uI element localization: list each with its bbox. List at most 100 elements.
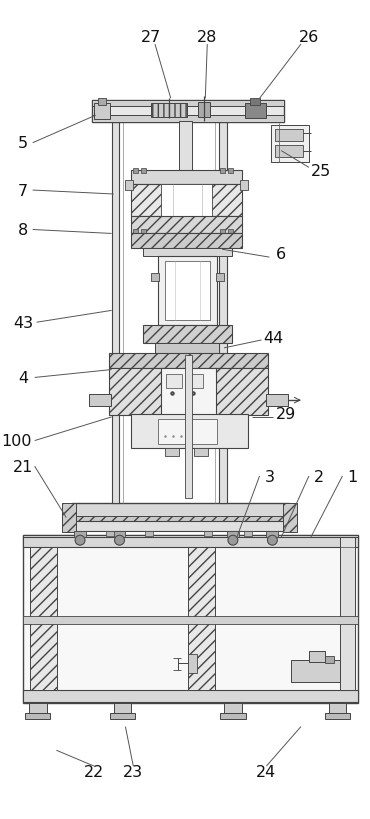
Bar — [133, 170, 138, 174]
Bar — [228, 229, 233, 234]
Bar — [291, 661, 340, 682]
Bar — [62, 503, 76, 532]
Bar — [112, 109, 120, 503]
Bar — [324, 713, 350, 719]
Bar — [161, 368, 216, 415]
Bar — [179, 122, 192, 171]
Bar — [74, 532, 86, 537]
Text: 1: 1 — [347, 469, 357, 484]
Bar — [151, 104, 186, 118]
Bar — [219, 109, 227, 503]
Text: 3: 3 — [265, 469, 275, 484]
Bar — [110, 713, 135, 719]
Bar — [125, 181, 133, 191]
Text: 28: 28 — [197, 29, 218, 45]
Bar — [25, 713, 50, 719]
Bar — [228, 170, 233, 174]
Text: 25: 25 — [310, 164, 331, 179]
Bar — [92, 102, 284, 107]
Text: 4: 4 — [18, 370, 28, 386]
Bar — [23, 536, 358, 703]
Bar — [143, 249, 232, 257]
Circle shape — [75, 536, 85, 545]
Bar — [220, 170, 225, 174]
Bar — [195, 449, 208, 457]
Bar — [158, 419, 217, 444]
Bar — [94, 104, 110, 120]
Bar — [214, 368, 268, 415]
Bar — [131, 216, 242, 234]
Bar — [188, 547, 215, 690]
Bar — [155, 343, 219, 353]
Bar — [329, 703, 346, 713]
Bar — [143, 326, 232, 343]
Text: 44: 44 — [263, 331, 283, 346]
Circle shape — [268, 536, 277, 545]
Bar — [227, 532, 239, 537]
Bar — [266, 395, 288, 406]
Bar — [131, 185, 242, 216]
Bar — [106, 532, 114, 536]
Bar — [244, 532, 252, 536]
Bar — [72, 503, 289, 519]
Bar — [165, 449, 179, 457]
Bar — [198, 103, 210, 118]
Bar — [158, 257, 217, 326]
Circle shape — [115, 536, 124, 545]
Text: 43: 43 — [13, 315, 33, 330]
Bar — [275, 129, 303, 142]
Text: 8: 8 — [18, 223, 28, 238]
Bar — [161, 185, 212, 216]
Bar — [72, 522, 289, 532]
Text: 24: 24 — [256, 764, 276, 780]
Text: 5: 5 — [18, 136, 28, 151]
Bar — [131, 234, 242, 249]
Bar — [145, 532, 153, 536]
Bar — [245, 104, 266, 119]
Bar — [89, 395, 111, 406]
Bar — [72, 516, 289, 524]
Bar — [166, 375, 182, 389]
Bar — [271, 126, 309, 163]
Bar — [220, 713, 246, 719]
Bar — [340, 537, 355, 690]
Bar — [114, 703, 131, 713]
Text: 26: 26 — [299, 29, 319, 45]
Bar — [141, 229, 146, 234]
Bar — [29, 703, 47, 713]
Text: 23: 23 — [123, 764, 143, 780]
Bar — [204, 532, 212, 536]
Text: 27: 27 — [141, 29, 161, 45]
Circle shape — [228, 536, 238, 545]
Bar — [283, 503, 297, 532]
Bar — [151, 274, 159, 282]
Bar — [23, 617, 358, 624]
Text: 100: 100 — [2, 433, 32, 449]
Bar — [141, 170, 146, 174]
Bar — [109, 353, 268, 368]
Bar — [220, 229, 225, 234]
Bar — [114, 532, 125, 537]
Bar — [131, 414, 248, 449]
Text: 29: 29 — [276, 407, 296, 422]
Text: 7: 7 — [18, 183, 28, 198]
Bar — [275, 146, 303, 157]
Bar — [23, 536, 358, 547]
Text: 21: 21 — [13, 459, 33, 474]
Bar — [185, 355, 192, 498]
Bar — [309, 651, 324, 663]
Bar — [30, 547, 57, 690]
Bar — [92, 116, 284, 123]
Bar — [165, 262, 210, 321]
Bar — [23, 690, 358, 702]
Bar — [131, 171, 242, 185]
Text: 22: 22 — [84, 764, 104, 780]
Bar — [98, 99, 106, 106]
Bar — [109, 368, 163, 415]
Bar — [266, 532, 278, 537]
Bar — [188, 375, 204, 389]
Bar — [92, 102, 284, 123]
Bar — [188, 654, 198, 673]
Bar — [133, 229, 138, 234]
Text: 2: 2 — [314, 469, 324, 484]
